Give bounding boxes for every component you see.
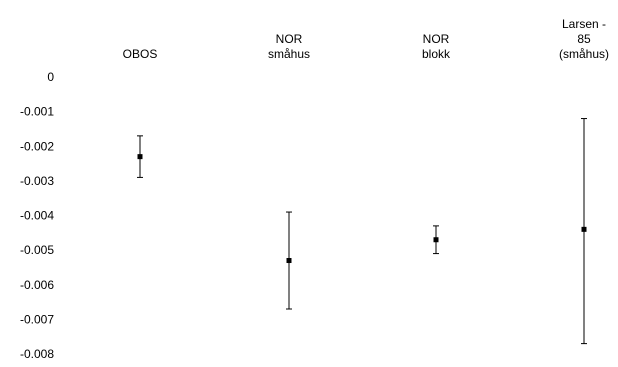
- category-label: Larsen -: [562, 17, 606, 31]
- category-label: 85: [577, 32, 591, 46]
- y-tick-label: 0: [47, 70, 54, 84]
- y-tick-label: -0.008: [20, 347, 54, 361]
- data-point-marker: [433, 237, 439, 243]
- y-tick-label: -0.002: [20, 139, 54, 153]
- y-tick-label: -0.003: [20, 174, 54, 188]
- data-point-marker: [137, 154, 143, 160]
- y-tick-label: -0.004: [20, 209, 54, 223]
- error-bar-marks: [137, 118, 587, 345]
- y-tick-label: -0.005: [20, 243, 54, 257]
- category-label: NOR: [276, 32, 303, 46]
- category-label: småhus: [268, 47, 310, 61]
- y-axis-ticks: 0 -0.001 -0.002 -0.003 -0.004 -0.005 -0.006 -0.…: [20, 70, 54, 361]
- category-label: (småhus): [559, 47, 609, 61]
- data-point-marker: [581, 226, 587, 232]
- y-tick-label: -0.001: [20, 105, 54, 119]
- category-label: NOR: [423, 32, 450, 46]
- y-tick-label: -0.007: [20, 312, 54, 326]
- category-label: blokk: [422, 47, 451, 61]
- category-label: OBOS: [123, 47, 158, 61]
- y-tick-label: -0.006: [20, 278, 54, 292]
- data-point-marker: [286, 258, 292, 264]
